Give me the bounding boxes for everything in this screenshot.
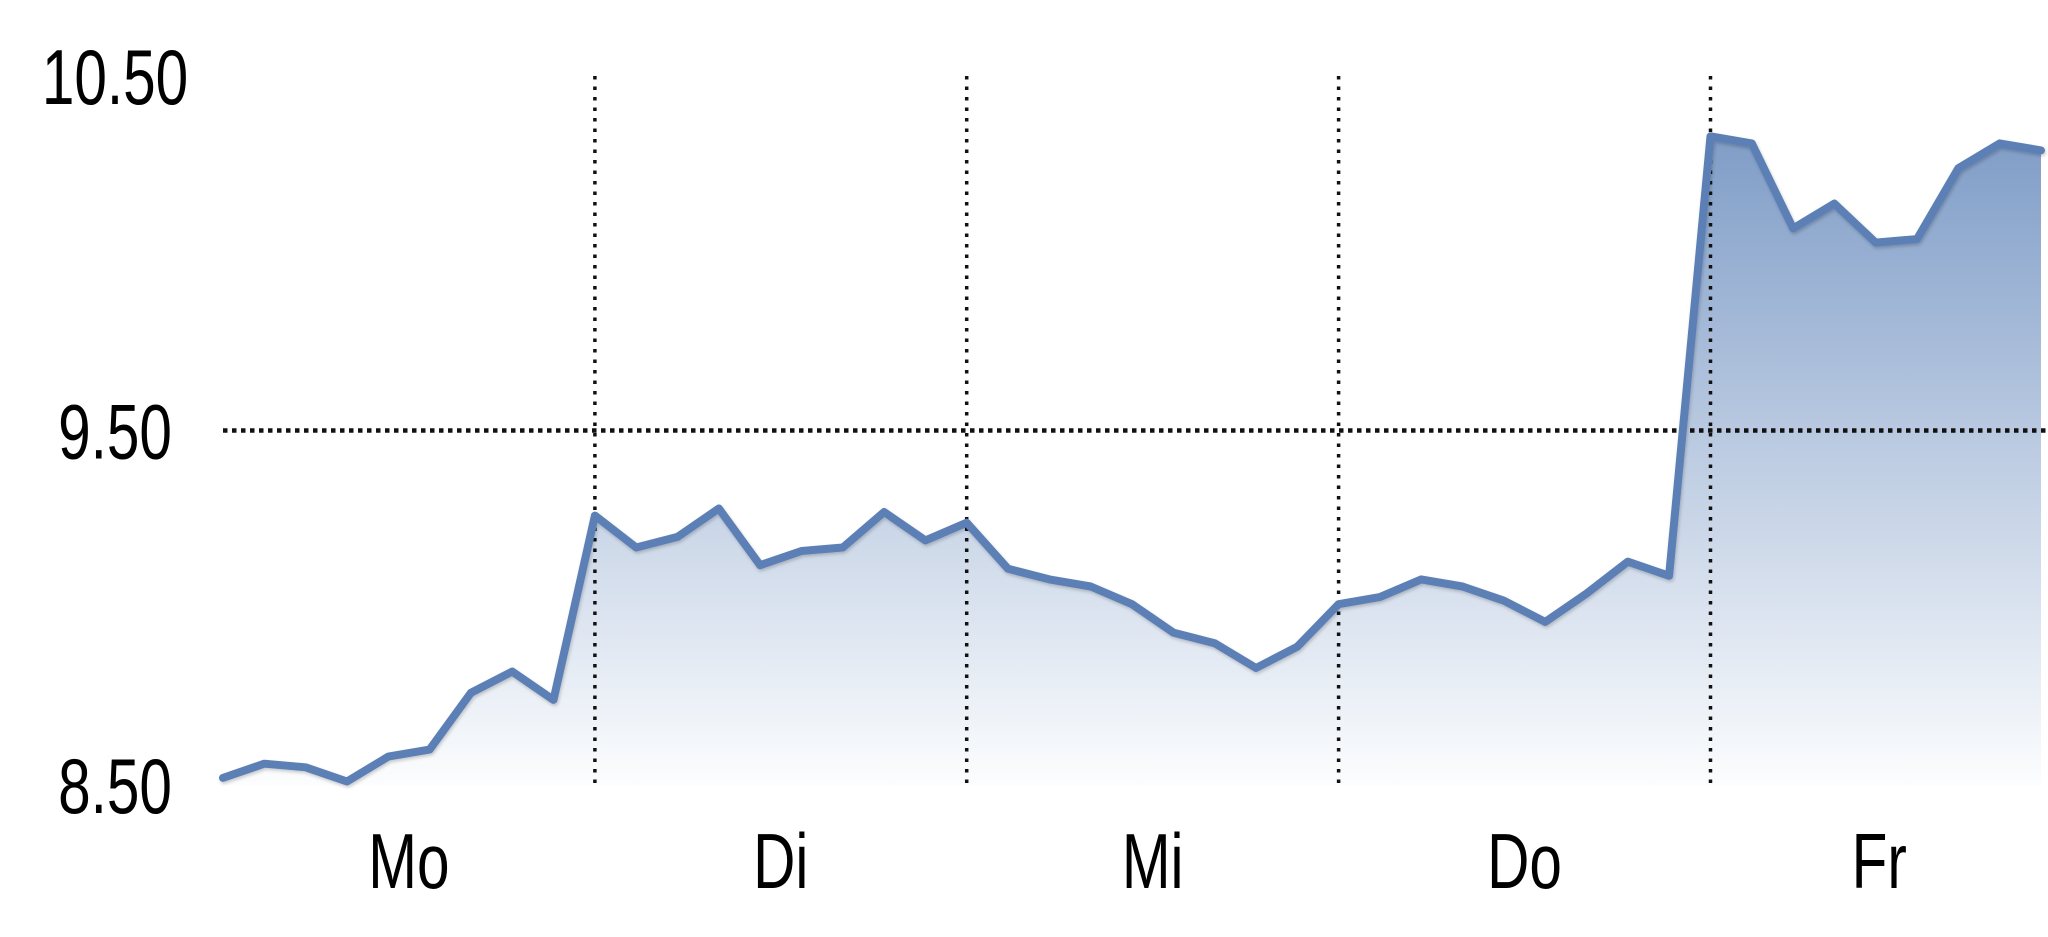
y-tick-label: 9.50	[58, 388, 172, 475]
y-tick-label: 10.50	[42, 34, 188, 121]
x-day-label: Do	[1487, 818, 1562, 905]
y-tick: 9.50	[58, 388, 172, 475]
x-day-label: Fr	[1852, 818, 1907, 905]
price-line	[219, 132, 2045, 786]
x-day-label: Mo	[368, 818, 449, 905]
x-day-tick: Do	[1487, 818, 1562, 905]
x-day-tick: Di	[753, 818, 808, 905]
x-day-tick: Mo	[368, 818, 449, 905]
x-day-label: Mi	[1122, 818, 1184, 905]
x-day-tick: Mi	[1122, 818, 1184, 905]
x-day-label: Di	[753, 818, 808, 905]
area-fill	[223, 136, 2041, 786]
y-tick-label: 8.50	[58, 743, 172, 830]
y-tick: 8.50	[58, 743, 172, 830]
x-day-tick: Fr	[1852, 818, 1907, 905]
y-tick: 10.50	[42, 34, 188, 121]
